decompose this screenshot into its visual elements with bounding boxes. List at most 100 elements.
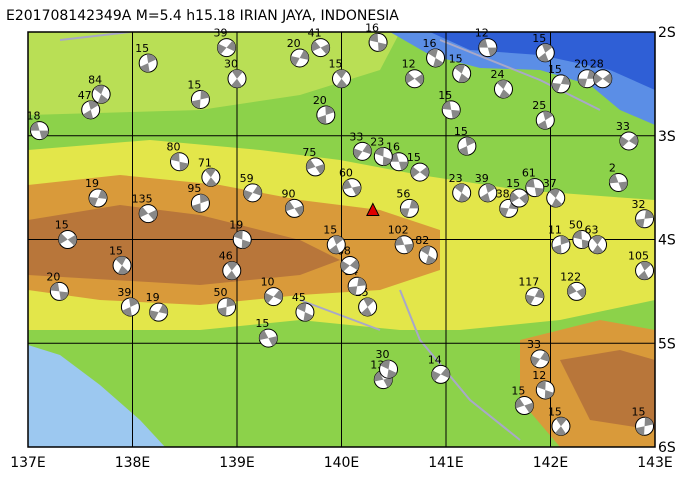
beachball-quadrant: [290, 49, 309, 66]
beachball-quadrant: [567, 284, 586, 299]
beachball-quadrant: [225, 261, 238, 280]
beachball: [81, 100, 101, 120]
depth-label: 15: [187, 78, 201, 91]
depth-label: 84: [88, 73, 102, 86]
beachball: [217, 297, 237, 317]
beachball-quadrant: [361, 297, 375, 316]
map-frame: [27, 31, 656, 448]
beachball: [138, 204, 158, 224]
depth-label: 59: [240, 172, 254, 185]
beachball-quadrant: [525, 288, 544, 305]
depth-label: 10: [261, 276, 275, 289]
beachball: [457, 136, 477, 156]
beachball: [258, 328, 278, 348]
beachball: [170, 152, 190, 172]
beachball: [478, 38, 498, 58]
beachball-quadrant: [264, 289, 283, 304]
beachball-quadrant: [82, 100, 99, 119]
depth-label: 56: [396, 187, 410, 200]
depth-label: 33: [527, 338, 541, 351]
beachball-quadrant: [389, 153, 408, 171]
beachball-quadrant: [353, 143, 372, 159]
beachball: [478, 183, 498, 203]
beachball: [190, 193, 210, 213]
beachball-quadrant: [496, 80, 511, 99]
depth-label: 15: [548, 405, 562, 418]
beachball-quadrant: [205, 168, 217, 187]
beachball: [535, 110, 555, 130]
depth-label: 15: [532, 32, 546, 45]
beachball-circle: [551, 416, 571, 436]
beachball-quadrant: [551, 75, 570, 93]
beachball-quadrant: [380, 360, 397, 379]
beachball: [608, 172, 628, 192]
x-tick-label: 141E: [428, 455, 464, 471]
beachball-quadrant: [480, 183, 496, 202]
beachball: [405, 69, 425, 89]
beachball: [311, 38, 331, 58]
beachball: [58, 230, 78, 249]
depth-label: 18: [26, 110, 40, 123]
beachball-quadrant: [58, 233, 77, 246]
depth-label: 28: [590, 58, 604, 71]
beachball: [509, 188, 529, 208]
depth-label: 63: [585, 224, 599, 237]
beachball: [326, 235, 346, 255]
beachball-quadrant: [427, 48, 444, 67]
beachball-quadrant: [400, 199, 419, 218]
beachball: [149, 302, 169, 322]
beachball-quadrant: [515, 398, 534, 413]
y-tick-label: 6S: [658, 440, 676, 456]
depth-label: 20: [313, 94, 327, 107]
depth-label: 25: [532, 99, 546, 112]
x-tick-label: 137E: [10, 455, 46, 471]
beachball: [347, 276, 367, 296]
beachball: [551, 74, 571, 94]
beachball: [49, 281, 69, 301]
epicenter: [366, 202, 380, 216]
x-tick-label: 142E: [533, 455, 569, 471]
depth-label: 11: [548, 224, 562, 237]
beachball-quadrant: [369, 33, 387, 52]
beachball: [358, 297, 378, 317]
beachball-quadrant: [458, 137, 476, 156]
events: 18 84 47 19 15 20 15 39 19 135 80 71 95 59 90 19 46 50 10 1…: [26, 21, 655, 436]
beachball: [588, 235, 608, 255]
beachball: [217, 38, 237, 58]
beachball: [441, 100, 461, 120]
depth-label: 47: [78, 89, 92, 102]
beachball: [418, 245, 438, 265]
beachball: [551, 235, 571, 255]
beachball: [567, 281, 587, 301]
depth-label: 15: [135, 42, 149, 55]
beachball-quadrant: [191, 194, 209, 213]
depth-label: 30: [224, 58, 238, 71]
depth-label: 15: [329, 58, 343, 71]
beachball: [452, 183, 472, 203]
beachball: [112, 255, 132, 275]
beachball-quadrant: [285, 200, 304, 216]
depth-label: 2: [609, 161, 616, 174]
depth-label: 39: [475, 172, 489, 185]
beachball: [530, 349, 550, 369]
beachball-quadrant: [410, 166, 429, 178]
x-tick-label: 143E: [637, 455, 673, 471]
depth-label: 61: [522, 167, 536, 180]
beachball: [551, 416, 571, 436]
beachball: [227, 69, 247, 89]
beachball-quadrant: [538, 43, 553, 62]
beachball-quadrant: [549, 189, 563, 208]
depth-label: 82: [415, 234, 429, 247]
depth-label: 33: [616, 120, 630, 133]
depth-label: 19: [146, 291, 160, 304]
beachball: [316, 105, 336, 125]
beachball: [29, 121, 49, 141]
x-tick-label: 140E: [324, 455, 360, 471]
beachball: [120, 297, 140, 317]
beachball-quadrant: [217, 40, 236, 55]
beachball: [635, 416, 655, 436]
depth-label: 16: [365, 21, 379, 34]
beachball: [493, 79, 513, 99]
beachball-quadrant: [537, 111, 553, 130]
depth-label: 50: [214, 286, 228, 299]
